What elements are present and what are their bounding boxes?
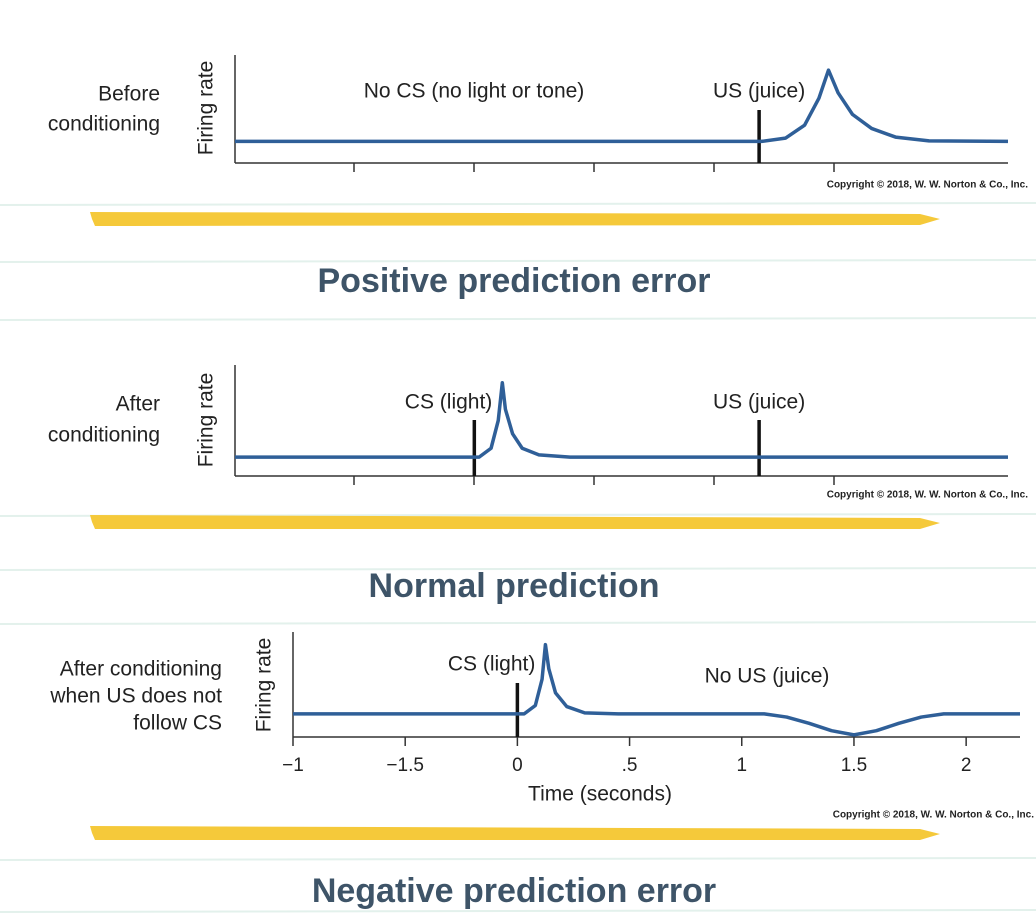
event-label: CS (light) bbox=[405, 391, 493, 414]
x-axis-label: Time (seconds) bbox=[528, 783, 672, 806]
side-label: when US does not bbox=[49, 685, 222, 708]
x-tick-label: .5 bbox=[622, 755, 638, 776]
y-axis-label: Firing rate bbox=[253, 638, 276, 733]
copyright: Copyright © 2018, W. W. Norton & Co., In… bbox=[827, 180, 1028, 191]
x-tick-label: 1 bbox=[736, 755, 747, 776]
highlight-strokes bbox=[90, 212, 940, 840]
x-tick-label: 0 bbox=[512, 755, 523, 776]
background-lines bbox=[0, 202, 1036, 913]
side-label: conditioning bbox=[48, 424, 160, 447]
annotation: No US (juice) bbox=[705, 665, 830, 688]
x-tick-label: 2 bbox=[961, 755, 972, 776]
decor-ticks bbox=[353, 163, 835, 485]
firing-curve bbox=[293, 642, 1020, 737]
y-axis-label: Firing rate bbox=[195, 373, 218, 468]
panel-title: Negative prediction error bbox=[312, 872, 716, 910]
x-tick-label: −1.5 bbox=[386, 755, 424, 776]
firing-curve bbox=[235, 381, 1008, 459]
side-label: After conditioning bbox=[60, 658, 222, 681]
x-tick-label: 1.5 bbox=[841, 755, 867, 776]
copyright: Copyright © 2018, W. W. Norton & Co., In… bbox=[833, 810, 1034, 821]
y-axis-label: Firing rate bbox=[195, 61, 218, 156]
side-label: After bbox=[116, 393, 160, 416]
event-label: US (juice) bbox=[713, 391, 805, 414]
copyright: Copyright © 2018, W. W. Norton & Co., In… bbox=[827, 490, 1028, 501]
x-tick-label: −1 bbox=[282, 755, 304, 776]
event-label: CS (light) bbox=[448, 653, 536, 676]
firing-curve bbox=[235, 68, 1009, 144]
annotation: No CS (no light or tone) bbox=[364, 80, 585, 103]
side-label: conditioning bbox=[48, 113, 160, 136]
event-label: US (juice) bbox=[713, 80, 805, 103]
panel-title: Normal prediction bbox=[369, 567, 660, 605]
panel-title: Positive prediction error bbox=[318, 262, 711, 300]
side-label: Before bbox=[98, 83, 160, 106]
side-label: follow CS bbox=[133, 712, 222, 735]
